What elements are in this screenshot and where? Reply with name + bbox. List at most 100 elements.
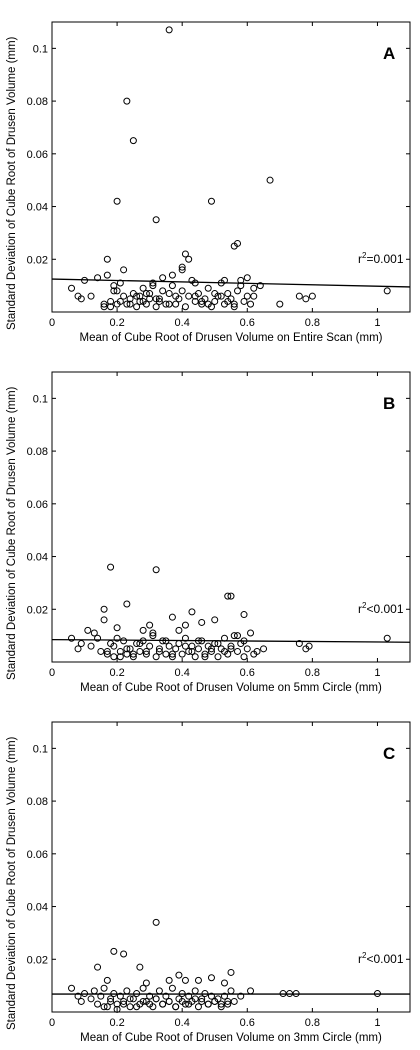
y-tick-label-b: 0.06 xyxy=(27,499,48,511)
y-tick-label-a: 0.08 xyxy=(27,96,48,108)
x-tick-label-b: 0.4 xyxy=(175,667,190,679)
data-point-b xyxy=(305,642,313,650)
data-point-a xyxy=(237,276,245,284)
data-point-c xyxy=(139,984,147,992)
data-point-b xyxy=(234,647,242,655)
data-point-b xyxy=(181,642,189,650)
data-point-b xyxy=(207,647,215,655)
chart-svg-a: 0 0.2 0.4 0.6 0.8 1 0.02 0.04 0.06 0.08 0.1 xyxy=(27,21,411,329)
y-axis-label-a: Standard Deviation of Cube Root of Druse… xyxy=(6,36,18,330)
data-point-b xyxy=(142,650,150,658)
data-point-b xyxy=(240,637,248,645)
data-point-b xyxy=(175,626,183,634)
data-point-b xyxy=(220,647,228,655)
r-squared-sup-a: 2 xyxy=(362,251,367,260)
r-squared-value-b: <0.001 xyxy=(366,602,404,616)
y-tick-label-c: 0.04 xyxy=(27,902,48,914)
data-point-b xyxy=(194,637,202,645)
data-point-b xyxy=(168,650,176,658)
data-point-b xyxy=(227,592,235,600)
data-point-b xyxy=(152,653,160,661)
data-point-b xyxy=(194,645,202,653)
data-point-a xyxy=(116,279,124,287)
data-point-a xyxy=(81,276,89,284)
data-point-a xyxy=(224,297,232,305)
data-point-a xyxy=(230,242,238,250)
data-point-b xyxy=(74,645,82,653)
data-point-a xyxy=(237,282,245,290)
data-point-c xyxy=(165,976,173,984)
data-point-c xyxy=(172,1003,180,1011)
data-point-c xyxy=(201,990,209,998)
data-point-a xyxy=(191,292,199,300)
x-tick-label-c: 0.8 xyxy=(305,1017,320,1029)
data-point-c xyxy=(126,995,134,1003)
data-point-a xyxy=(302,295,310,303)
data-point-a xyxy=(230,300,238,308)
r-squared-value-a: =0.001 xyxy=(366,252,404,266)
data-point-b xyxy=(253,647,261,655)
data-point-a xyxy=(126,300,134,308)
data-point-c xyxy=(68,984,76,992)
x-axis-label-a: Mean of Cube Root of Drusen Volume on En… xyxy=(79,332,383,344)
data-point-c xyxy=(224,997,232,1005)
data-point-a xyxy=(136,292,144,300)
data-point-a xyxy=(123,97,131,105)
data-point-a xyxy=(191,297,199,305)
data-point-c xyxy=(198,997,206,1005)
data-point-b xyxy=(247,629,255,637)
data-point-c xyxy=(142,979,150,987)
data-point-a xyxy=(129,137,137,145)
data-point-b xyxy=(201,653,209,661)
data-point-b xyxy=(97,647,105,655)
y-tick-label-a: 0.02 xyxy=(27,254,48,266)
data-point-a xyxy=(207,197,215,205)
data-point-a xyxy=(247,300,255,308)
data-point-a xyxy=(308,292,316,300)
data-point-b xyxy=(198,637,206,645)
data-point-c xyxy=(107,997,115,1005)
data-point-b xyxy=(113,634,121,642)
chart-svg-c: 0 0.2 0.4 0.6 0.8 1 0.02 0.04 0.06 0.08 0.1 xyxy=(27,721,411,1029)
data-point-b xyxy=(116,653,124,661)
data-point-c xyxy=(120,997,128,1005)
data-point-a xyxy=(204,284,212,292)
y-axis-label-b: Standard Deviation of Cube Root of Druse… xyxy=(6,386,18,680)
data-point-a xyxy=(149,279,157,287)
data-point-a xyxy=(123,300,131,308)
regression-line-b xyxy=(51,638,411,643)
data-point-a xyxy=(230,303,238,311)
data-point-a xyxy=(113,287,121,295)
data-point-a xyxy=(295,292,303,300)
y-tick-label-b: 0.02 xyxy=(27,604,48,616)
data-point-c xyxy=(146,1000,154,1008)
data-point-c xyxy=(207,974,215,982)
data-point-b xyxy=(126,645,134,653)
data-point-c xyxy=(237,992,245,1000)
r-squared-sup-c: 2 xyxy=(362,951,367,960)
data-point-c xyxy=(136,963,144,971)
data-point-a xyxy=(220,276,228,284)
data-point-c xyxy=(194,1003,202,1011)
data-point-b xyxy=(129,650,137,658)
y-tick-label-b: 0.04 xyxy=(27,552,48,564)
x-axis-label-c: Mean of Cube Root of Drusen Volume on 3m… xyxy=(80,1032,382,1044)
data-point-c xyxy=(155,987,163,995)
data-point-a xyxy=(68,284,76,292)
chart-svg-b: 0 0.2 0.4 0.6 0.8 1 0.02 0.04 0.06 0.08 0.1 xyxy=(27,371,411,679)
data-point-b xyxy=(68,634,76,642)
data-point-a xyxy=(178,287,186,295)
data-point-a xyxy=(211,297,219,305)
r-squared-prefix-c: r xyxy=(358,952,362,966)
data-point-a xyxy=(172,292,180,300)
x-tick-label-c: 0.6 xyxy=(240,1017,255,1029)
data-point-b xyxy=(107,563,115,571)
data-point-b xyxy=(198,618,206,626)
data-point-a xyxy=(181,303,189,311)
data-point-b xyxy=(103,647,111,655)
data-point-c xyxy=(123,987,131,995)
data-point-c xyxy=(90,987,98,995)
data-point-c xyxy=(129,995,137,1003)
x-axis-label-b: Mean of Cube Root of Drusen Volume on 5m… xyxy=(80,682,382,694)
data-point-c xyxy=(103,976,111,984)
